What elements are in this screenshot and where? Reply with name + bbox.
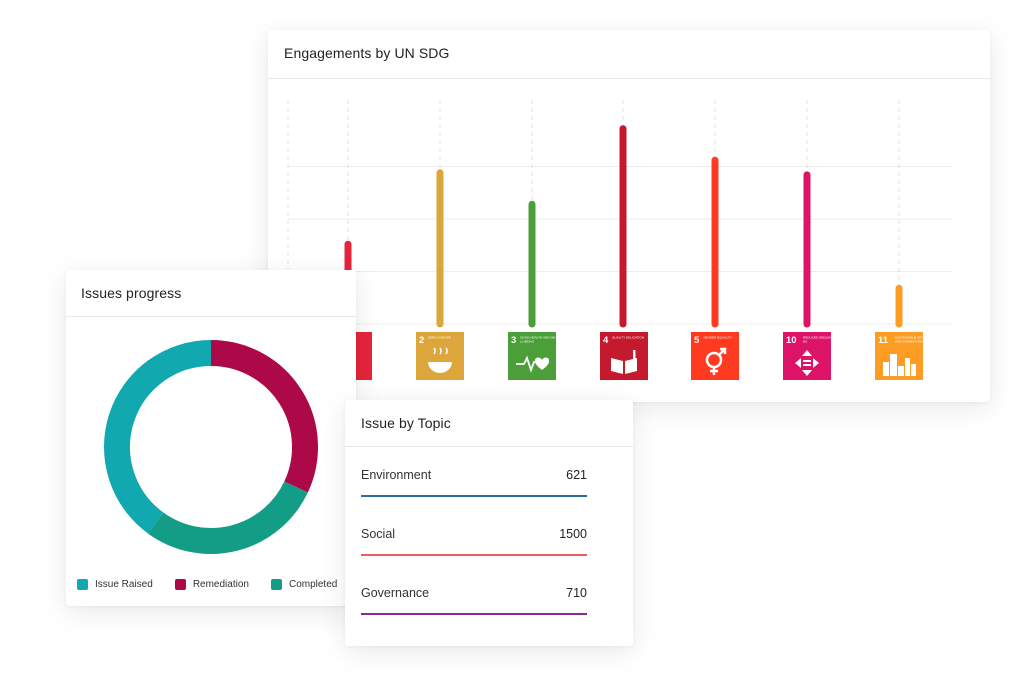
sdg-tile-4: 4 QUALITY EDUCATION bbox=[600, 332, 648, 380]
legend-swatch bbox=[270, 579, 282, 590]
legend-label: Remediation bbox=[192, 579, 249, 590]
sdg-card-divider bbox=[268, 78, 990, 79]
issues-progress-card: Issues progress Issue Raised Remediation… bbox=[66, 270, 356, 606]
sdg-tile-text: AND COMMUNITIES bbox=[895, 340, 923, 344]
legend-item-remediation: Remediation bbox=[174, 579, 249, 590]
topic-bar bbox=[361, 613, 587, 615]
legend-label: Completed bbox=[288, 579, 338, 590]
topic-label: Environment bbox=[361, 468, 432, 482]
issues-donut-chart bbox=[104, 340, 318, 554]
book-icon bbox=[611, 350, 637, 374]
sdg-chart-card: Engagements by UN SDG 1NO POVERTY2ZERO H… bbox=[268, 30, 990, 402]
sdg-tile-text: REDUCED INEQUALITI bbox=[803, 336, 831, 340]
topic-bar bbox=[361, 554, 587, 556]
sdg-tile-number: 11 bbox=[878, 335, 889, 346]
topic-value: 1500 bbox=[559, 527, 587, 541]
progress-card-divider bbox=[66, 316, 356, 317]
sdg-tile-text: SUSTAINABLE CITIES bbox=[895, 336, 923, 340]
sdg-tile-number: 5 bbox=[694, 335, 700, 346]
sdg-bar-chart bbox=[287, 100, 952, 328]
legend-item-completed: Completed bbox=[270, 579, 338, 590]
topic-card-divider bbox=[345, 446, 633, 447]
legend-swatch bbox=[77, 579, 88, 590]
sdg-tile-text: GENDER EQUALITY bbox=[703, 336, 732, 340]
topic-label: Governance bbox=[361, 586, 430, 600]
topic-bar bbox=[361, 495, 587, 497]
sdg-tile-text: LL-BEING bbox=[520, 340, 535, 344]
sdg-chart-title: Engagements by UN SDG bbox=[284, 45, 450, 61]
sdg-tile-text: QUALITY EDUCATION bbox=[612, 336, 644, 340]
sdg-tile-number: 4 bbox=[603, 335, 609, 346]
sdg-tile-text: ZERO HUNGER bbox=[428, 336, 452, 340]
sdg-tile-10: 10 REDUCED INEQUALITIES bbox=[783, 332, 831, 380]
donut-slice-completed bbox=[148, 481, 308, 554]
sdg-tile-text: GOOD HEALTH AND WE bbox=[520, 336, 555, 340]
arrows-icon bbox=[795, 350, 819, 376]
issue-by-topic-card: Issue by Topic Environment 621 Social 15… bbox=[345, 400, 633, 646]
sdg-tile-number: 10 bbox=[786, 335, 797, 346]
legend-swatch bbox=[174, 579, 186, 590]
gender-icon bbox=[705, 347, 727, 375]
issue-by-topic-title: Issue by Topic bbox=[361, 415, 451, 431]
bowl-icon bbox=[428, 347, 452, 373]
legend-label: Issue Raised bbox=[95, 579, 153, 590]
sdg-tile-text: ES bbox=[803, 340, 807, 344]
sdg-tile-11: 11 SUSTAINABLE CITIES AND COMMUNITIES bbox=[875, 332, 923, 380]
sdg-tile-3: 3 GOOD HEALTH AND WE LL-BEING bbox=[508, 332, 556, 380]
donut-slice-remediation bbox=[210, 340, 318, 493]
heartbeat-icon bbox=[516, 355, 550, 373]
donut-slice-issue-raised bbox=[104, 340, 212, 534]
topic-value: 621 bbox=[566, 468, 587, 482]
issues-progress-title: Issues progress bbox=[81, 285, 182, 301]
donut-legend: Issue Raised Remediation Completed bbox=[77, 579, 337, 590]
sdg-tile-2: 2 ZERO HUNGER bbox=[416, 332, 464, 380]
sdg-tile-number: 2 bbox=[419, 335, 424, 346]
topic-label: Social bbox=[361, 527, 396, 541]
sdg-tile-number: 3 bbox=[511, 335, 516, 346]
city-icon bbox=[883, 354, 916, 376]
topic-value: 710 bbox=[566, 586, 587, 600]
legend-item-issue-raised: Issue Raised bbox=[77, 579, 153, 590]
sdg-tile-5: 5 GENDER EQUALITY bbox=[691, 332, 739, 380]
